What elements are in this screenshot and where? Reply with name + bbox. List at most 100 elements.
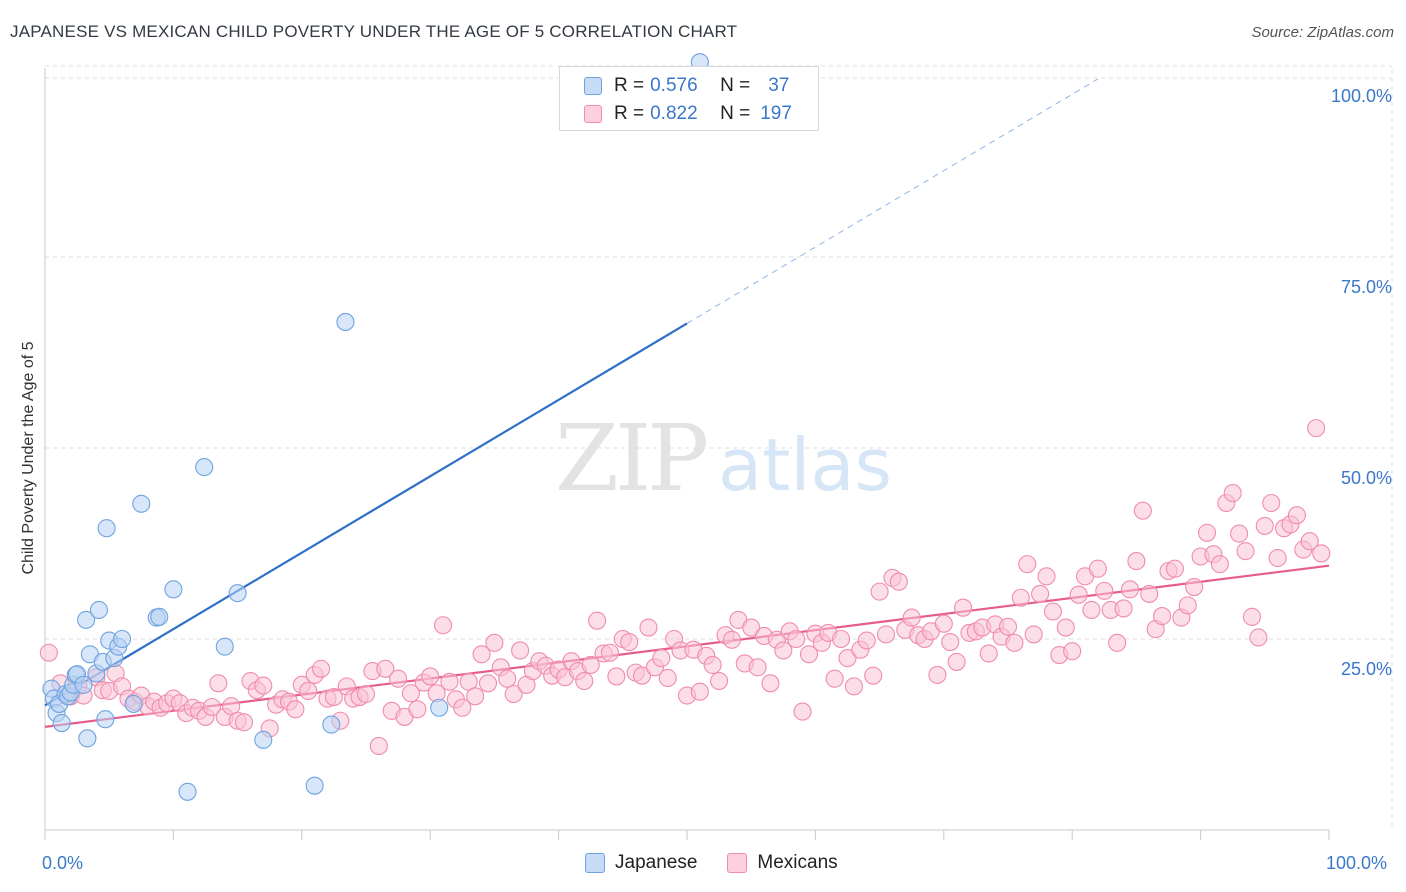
mexicans-swatch [584, 105, 602, 123]
mexicans-point-108 [748, 658, 767, 677]
mexicans-point-52 [389, 669, 408, 688]
y-tick-label-100: 100.0% [1330, 86, 1392, 106]
japanese-point-25 [132, 494, 151, 513]
mexicans-point-107 [742, 618, 761, 637]
japanese-point-23 [112, 629, 132, 649]
japanese-point-35 [322, 715, 341, 734]
japanese-trend-extension [686, 78, 1099, 324]
mexicans-point-31 [254, 676, 273, 695]
japanese-point-28 [164, 580, 183, 599]
mexicans-point-185 [1242, 607, 1262, 626]
mexicans-point-38 [299, 681, 318, 701]
mexicans-point-195 [1307, 419, 1326, 438]
mexicans-point-132 [902, 608, 921, 627]
source-label: Source: ZipAtlas.com [1251, 24, 1394, 41]
mexicans-point-144 [979, 644, 998, 663]
x-tick-label-min: 0.0% [42, 853, 84, 873]
mexicans-point-121 [832, 629, 851, 649]
mexicans-point-57 [421, 667, 440, 686]
mexicans-swatch [727, 853, 748, 873]
r-label: R = [614, 103, 645, 124]
japanese-point-37 [430, 698, 449, 717]
mexicans-point-123 [844, 677, 863, 696]
mexicans-point-70 [504, 684, 523, 704]
mexicans-point-71 [511, 641, 530, 660]
mexicans-point-40 [312, 659, 331, 678]
n-label: N = [720, 103, 751, 124]
r-label: R = [614, 75, 645, 96]
correlation-legend: R = 0.576 N = 37 R = 0.822 N = 197 [559, 66, 819, 131]
mexicans-point-171 [1153, 607, 1172, 626]
mexicans-point-165 [1114, 599, 1133, 618]
mexicans-point-182 [1223, 484, 1242, 503]
mexicans-point-59 [433, 616, 453, 635]
mexicans-point-148 [1005, 633, 1024, 652]
japanese-point-18 [96, 710, 115, 729]
mexicans-point-60 [440, 672, 459, 691]
mexicans-point-164 [1108, 633, 1127, 652]
mexicans-point-140 [954, 598, 973, 617]
mexicans-point-83 [588, 611, 607, 630]
mexicans-point-186 [1249, 628, 1268, 647]
legend-item-mexicans[interactable]: Mexicans [727, 852, 838, 874]
mexicans-point-28 [234, 713, 254, 732]
mexicans-point-166 [1120, 580, 1140, 599]
mexicans-point-138 [941, 633, 960, 652]
n-value: 197 [760, 103, 792, 124]
trend-lines [44, 78, 1330, 728]
n-value: 37 [768, 75, 790, 96]
mexicans-point-152 [1031, 584, 1050, 603]
mexicans-point-189 [1268, 548, 1287, 568]
mexicans-point-54 [401, 684, 420, 703]
legend-row-mexicans: R = 0.822 N = 197 [584, 102, 792, 126]
mexicans-point-102 [710, 671, 729, 691]
mexicans-point-147 [998, 617, 1018, 636]
mexicans-point-86 [607, 667, 626, 686]
mexicans-point-112 [774, 641, 793, 660]
mexicans-point-49 [369, 736, 388, 756]
mexicans-point-167 [1127, 552, 1146, 571]
japanese-point-12 [77, 610, 96, 629]
japanese-point-36 [336, 312, 355, 331]
mexicans-point-66 [478, 674, 498, 693]
mexicans-point-81 [575, 671, 594, 691]
mexicans-point-50 [376, 659, 395, 678]
japanese-swatch [585, 853, 605, 873]
japanese-point-33 [254, 730, 273, 749]
mexicans-point-153 [1037, 567, 1056, 586]
japanese-point-4 [52, 713, 71, 733]
japanese-point-32 [228, 584, 247, 603]
mexicans-point-67 [485, 633, 504, 652]
japanese-point-24 [124, 694, 143, 713]
japanese-point-13 [78, 729, 97, 748]
mexicans-point-125 [857, 631, 876, 650]
mexicans-point-93 [652, 649, 671, 668]
axes [44, 68, 1330, 840]
japanese-point-19 [97, 519, 116, 538]
mexicans-point-69 [498, 669, 517, 688]
mexicans-point-194 [1300, 532, 1319, 551]
mexicans-point-114 [787, 629, 806, 649]
mexicans-point-91 [639, 618, 658, 637]
mexicans-point-110 [761, 674, 780, 693]
legend-item-japanese[interactable]: Japanese [585, 852, 697, 874]
mexicans-point-23 [202, 697, 221, 717]
mexicans-point-130 [889, 572, 908, 591]
mexicans-point-169 [1140, 584, 1159, 603]
y-tick-label-25: 25.0% [1340, 659, 1392, 679]
mexicans-point-192 [1287, 506, 1306, 525]
mexicans-point-157 [1063, 642, 1082, 661]
r-value: 0.822 [650, 103, 698, 124]
chart-title: JAPANESE VS MEXICAN CHILD POVERTY UNDER … [10, 22, 738, 41]
japanese-point-16 [89, 600, 108, 620]
mexicans-point-82 [581, 655, 600, 675]
mexicans-point-188 [1262, 493, 1281, 513]
mexicans-point-90 [633, 666, 652, 685]
r-value: 0.576 [650, 75, 698, 96]
y-tick-label-75: 75.0% [1340, 277, 1392, 297]
mexicans-point-187 [1255, 516, 1274, 535]
watermark-zip: ZIP [555, 405, 706, 512]
mexicans-point-176 [1185, 577, 1204, 597]
mexicans-point-0 [39, 643, 58, 662]
n-label: N = [720, 75, 751, 96]
